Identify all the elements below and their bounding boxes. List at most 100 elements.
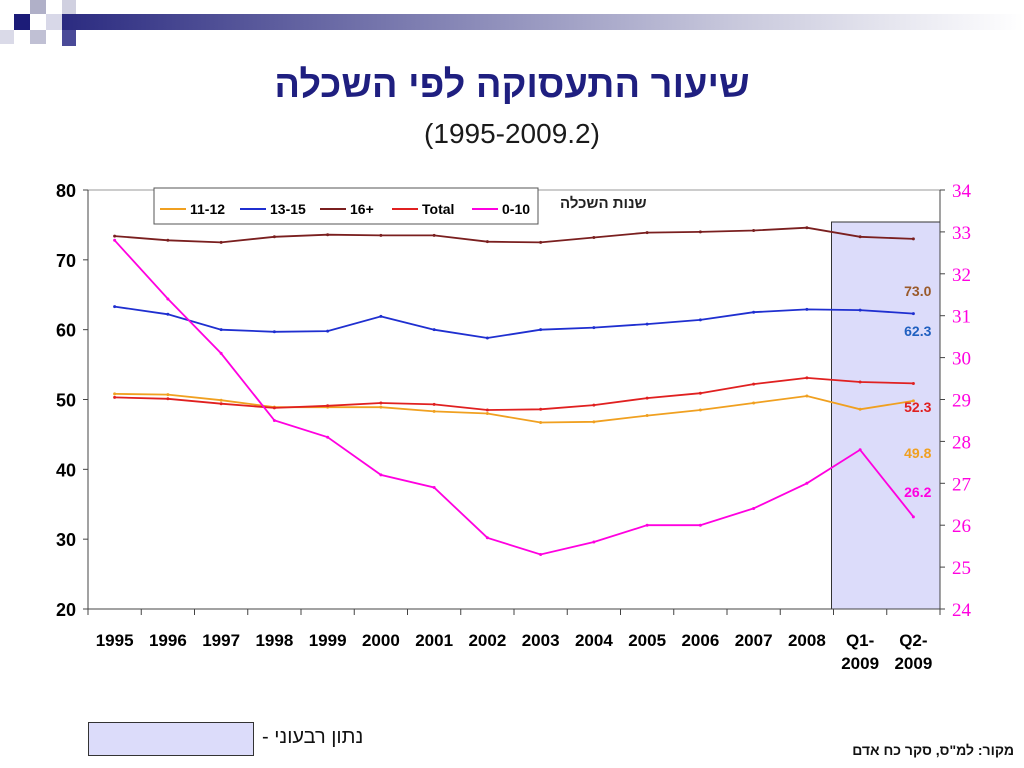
data-point bbox=[219, 351, 223, 355]
x-tick-label: Q2- bbox=[899, 631, 927, 650]
data-point bbox=[805, 226, 809, 230]
x-tick-label: 1997 bbox=[202, 631, 240, 650]
right-tick-label: 33 bbox=[952, 223, 971, 244]
data-point bbox=[166, 312, 170, 316]
x-tick-label: 2009 bbox=[841, 654, 879, 673]
left-tick-label: 70 bbox=[56, 251, 76, 271]
data-point bbox=[752, 382, 756, 386]
x-tick-label: 1995 bbox=[96, 631, 134, 650]
right-tick-label: 34 bbox=[952, 181, 972, 202]
data-point bbox=[485, 240, 489, 244]
quarterly-legend-label: נתון רבעוני - bbox=[262, 726, 364, 748]
series-line-16+ bbox=[114, 226, 914, 244]
data-point bbox=[166, 393, 170, 397]
end-value-label: 49.8 bbox=[904, 445, 931, 461]
data-point bbox=[645, 414, 649, 418]
data-point bbox=[592, 235, 596, 239]
data-point bbox=[485, 336, 489, 340]
data-point bbox=[272, 406, 276, 410]
corner-decoration bbox=[0, 0, 1024, 46]
quarterly-highlight bbox=[831, 221, 941, 610]
right-tick-label: 27 bbox=[952, 474, 971, 495]
x-tick-label: 2000 bbox=[362, 631, 400, 650]
data-point bbox=[805, 307, 809, 311]
data-point bbox=[752, 506, 756, 510]
x-tick-label: 2008 bbox=[788, 631, 826, 650]
data-point bbox=[752, 310, 756, 314]
data-point bbox=[219, 240, 223, 244]
left-tick-label: 80 bbox=[56, 181, 76, 201]
data-point bbox=[858, 235, 862, 239]
data-point bbox=[911, 237, 915, 241]
right-tick-label: 28 bbox=[952, 432, 971, 453]
legend-entry: 13-15 bbox=[270, 201, 306, 217]
data-point bbox=[113, 238, 117, 242]
data-point bbox=[539, 421, 543, 425]
end-value-label: 73.0 bbox=[904, 283, 931, 299]
x-tick-label: 2002 bbox=[468, 631, 506, 650]
x-tick-label: 2003 bbox=[522, 631, 560, 650]
data-point bbox=[166, 397, 170, 401]
data-point bbox=[805, 376, 809, 380]
left-tick-label: 50 bbox=[56, 391, 76, 411]
slide-subtitle: (1995-2009.2) bbox=[424, 118, 600, 149]
data-point bbox=[432, 485, 436, 489]
data-point bbox=[858, 380, 862, 384]
data-point bbox=[539, 328, 543, 332]
data-point bbox=[858, 407, 862, 411]
x-tick-label: Q1- bbox=[846, 631, 874, 650]
data-point bbox=[645, 322, 649, 326]
data-point bbox=[113, 234, 117, 238]
data-point bbox=[592, 403, 596, 407]
data-point bbox=[805, 481, 809, 485]
right-tick-label: 32 bbox=[952, 265, 971, 286]
data-point bbox=[219, 398, 223, 402]
data-point bbox=[379, 401, 383, 405]
data-point bbox=[911, 381, 915, 385]
data-point bbox=[326, 233, 330, 237]
data-point bbox=[166, 238, 170, 242]
data-point bbox=[592, 326, 596, 330]
right-tick-label: 31 bbox=[952, 307, 971, 328]
data-point bbox=[432, 409, 436, 413]
data-point bbox=[858, 308, 862, 312]
right-tick-label: 30 bbox=[952, 349, 971, 370]
employment-line-chart: 20 30 40 50 60 70 80 24 25 26 27 28 29 30 31 32 33 34 1995… bbox=[56, 181, 972, 673]
data-point bbox=[698, 523, 702, 527]
source-note: מקור: למ"ס, סקר כח אדם bbox=[852, 742, 1014, 758]
data-point bbox=[432, 233, 436, 237]
left-tick-label: 40 bbox=[56, 460, 76, 480]
x-tick-label: 2004 bbox=[575, 631, 613, 650]
data-point bbox=[485, 408, 489, 412]
data-point bbox=[698, 230, 702, 234]
x-tick-label: 1998 bbox=[255, 631, 293, 650]
data-point bbox=[539, 553, 543, 557]
data-point bbox=[858, 448, 862, 452]
data-point bbox=[379, 233, 383, 237]
data-point bbox=[113, 305, 117, 309]
x-tick-label: 1999 bbox=[309, 631, 347, 650]
legend-entry: 16+ bbox=[350, 201, 374, 217]
data-point bbox=[698, 391, 702, 395]
data-point bbox=[113, 395, 117, 399]
left-tick-label: 60 bbox=[56, 321, 76, 341]
data-point bbox=[752, 401, 756, 405]
x-tick-label: 2001 bbox=[415, 631, 453, 650]
data-point bbox=[645, 231, 649, 235]
right-tick-label: 25 bbox=[952, 558, 971, 579]
right-tick-label: 24 bbox=[952, 600, 972, 621]
data-point bbox=[432, 402, 436, 406]
data-point bbox=[272, 235, 276, 239]
legend-entry: Total bbox=[422, 201, 454, 217]
slide-title: שיעור התעסוקה לפי השכלה bbox=[274, 64, 750, 106]
data-point bbox=[645, 523, 649, 527]
series-line-0-10 bbox=[113, 239, 915, 556]
data-point bbox=[911, 515, 915, 519]
right-tick-label: 29 bbox=[952, 391, 971, 412]
data-point bbox=[911, 399, 915, 403]
axis-caption: שנות השכלה bbox=[560, 195, 647, 212]
data-point bbox=[539, 407, 543, 411]
data-point bbox=[539, 240, 543, 244]
series-line-Total bbox=[114, 376, 914, 411]
x-tick-label: 2006 bbox=[681, 631, 719, 650]
